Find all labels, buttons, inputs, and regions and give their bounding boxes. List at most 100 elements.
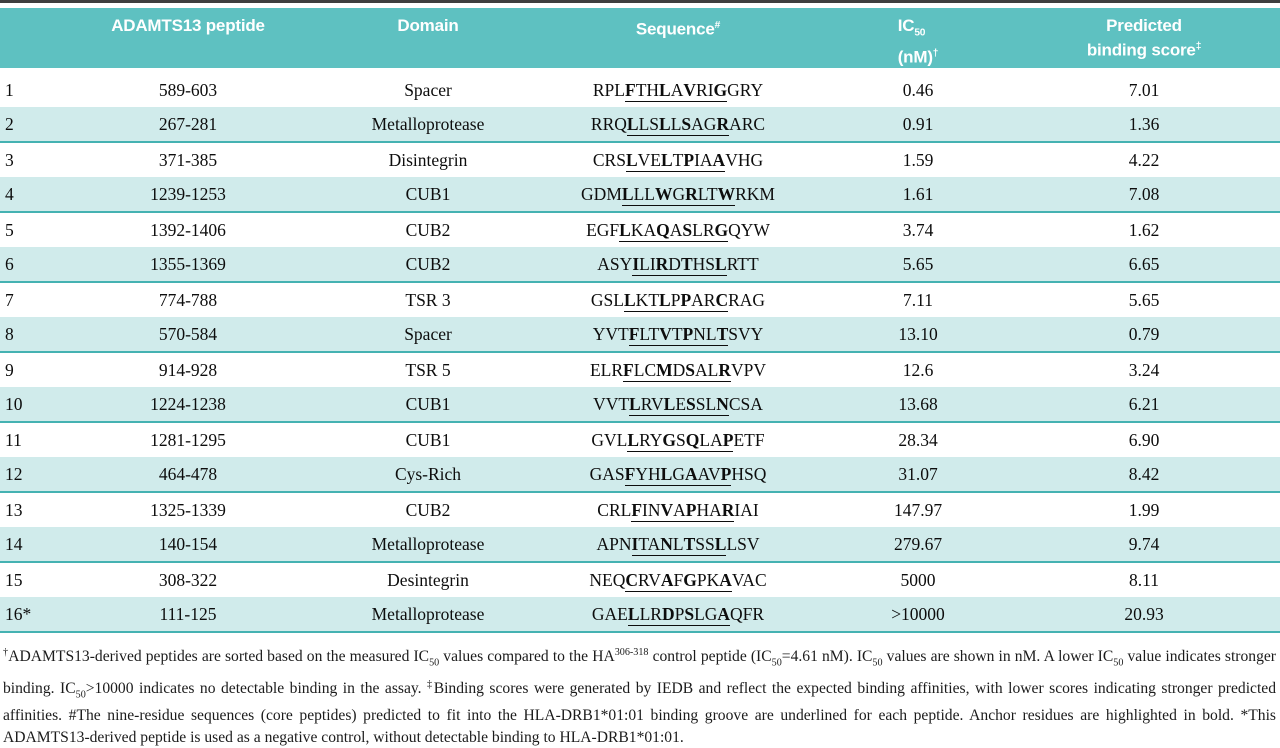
cell-ic50: 1.59 (902, 149, 934, 170)
column-header-ic50: IC50 (nM)† (828, 8, 1008, 74)
cell-peptide-range: 1224-1238 (48, 387, 328, 424)
figure-top-border (0, 0, 1280, 3)
core-peptide-underline: LKAQASLRG (619, 219, 729, 242)
cell-peptide-range: 914-928 (158, 359, 218, 380)
core-peptide-underline: FTHLAVRIG (624, 79, 728, 102)
cell-peptide-number: 12 (0, 457, 48, 494)
cell-peptide-number: 2 (0, 107, 48, 144)
table-row: 9 914-928 TSR 5 ELRFLCMDSALRVPV 12.6 3.24 (0, 352, 1280, 387)
column-header-domain: Domain (328, 8, 528, 74)
cell-ic50: 147.97 (893, 499, 943, 520)
cell-peptide-number: 14 (0, 527, 48, 564)
cell-binding-score: 4.22 (1128, 149, 1160, 170)
cell-sequence: ELRFLCMDSALRVPV (589, 359, 767, 382)
cell-domain: Spacer (404, 79, 452, 100)
cell-sequence: NEQCRVAFGPKAVAC (589, 569, 767, 592)
cell-sequence: GASFYHLGAAVPHSQ (528, 457, 828, 494)
cell-binding-score: 1.62 (1128, 219, 1160, 240)
cell-binding-score: 6.21 (1008, 387, 1280, 424)
cell-domain: CUB2 (328, 247, 528, 284)
table-row: 13 1325-1339 CUB2 CRLFINVAPHARIAI 147.97 1.99 (0, 492, 1280, 527)
cell-ic50: 13.10 (828, 317, 1008, 354)
core-peptide-underline: CRVAFGPKA (625, 569, 732, 592)
cell-ic50: 0.91 (828, 107, 1008, 144)
table-row: 11 1281-1295 CUB1 GVLLRYGSQLAPETF 28.34 6.90 (0, 422, 1280, 457)
cell-binding-score: 7.01 (1128, 79, 1160, 100)
cell-sequence: RRQLLSLLSAGRARC (528, 107, 828, 144)
cell-ic50: 5.65 (828, 247, 1008, 284)
table-row: 14 140-154 Metalloprotease APNITANLTSSLLSV 2… (0, 527, 1280, 564)
cell-binding-score: 1.99 (1128, 499, 1160, 520)
cell-sequence: EGFLKAQASLRGQYW (586, 219, 770, 242)
table-row: 8 570-584 Spacer YVTFLTVTPNLTSVY 13.10 0.79 (0, 317, 1280, 354)
cell-domain: CUB1 (405, 429, 451, 450)
cell-sequence: GSLLKTLPPARCRAG (590, 289, 766, 312)
cell-peptide-number: 15 (5, 569, 23, 590)
cell-domain: Disintegrin (388, 149, 468, 170)
peptide-table: ADAMTS13 peptide Domain Sequence# IC50 (nM)†… (0, 8, 1280, 634)
core-peptide-underline: ILIRDTHSL (632, 253, 727, 276)
cell-sequence: VVTLRVLESSLNCSA (528, 387, 828, 424)
cell-ic50: 0.46 (902, 79, 934, 100)
cell-peptide-number: 5 (5, 219, 14, 240)
cell-sequence: YVTFLTVTPNLTSVY (528, 317, 828, 354)
cell-domain: TSR 5 (405, 359, 451, 380)
cell-peptide-range: 570-584 (48, 317, 328, 354)
cell-domain: Metalloprotease (328, 597, 528, 634)
cell-sequence: RPLFTHLAVRIGGRY (592, 79, 764, 102)
core-peptide-underline: LRVLESSLN (629, 393, 729, 416)
cell-peptide-number: 1 (5, 79, 14, 100)
cell-binding-score: 20.93 (1008, 597, 1280, 634)
cell-ic50: 279.67 (828, 527, 1008, 564)
cell-binding-score: 5.65 (1128, 289, 1160, 310)
cell-domain: CUB2 (405, 219, 451, 240)
cell-binding-score: 8.42 (1008, 457, 1280, 494)
cell-peptide-number: 4 (0, 177, 48, 214)
cell-ic50: >10000 (828, 597, 1008, 634)
cell-binding-score: 3.24 (1128, 359, 1160, 380)
column-header-ic50-text: IC50 (nM)† (897, 16, 939, 68)
cell-peptide-range: 1355-1369 (48, 247, 328, 284)
cell-ic50: 7.11 (903, 289, 933, 310)
cell-binding-score: 9.74 (1008, 527, 1280, 564)
cell-peptide-number: 6 (0, 247, 48, 284)
table-row: 4 1239-1253 CUB1 GDMLLLWGRLTWRKM 1.61 7.08 (0, 177, 1280, 214)
cell-domain: Desintegrin (387, 569, 469, 590)
table-row: 5 1392-1406 CUB2 EGFLKAQASLRGQYW 3.74 1.62 (0, 212, 1280, 247)
cell-peptide-number: 10 (0, 387, 48, 424)
column-header-score: Predicted binding score‡ (1008, 8, 1280, 74)
cell-peptide-number: 8 (0, 317, 48, 354)
core-peptide-underline: LLSLLSAGR (626, 113, 730, 136)
cell-peptide-number: 13 (5, 499, 23, 520)
cell-sequence: CRLFINVAPHARIAI (597, 499, 759, 522)
cell-ic50: 13.68 (828, 387, 1008, 424)
cell-ic50: 5000 (900, 569, 936, 590)
cell-domain: Metalloprotease (328, 107, 528, 144)
table-row: 1 589-603 Spacer RPLFTHLAVRIGGRY 0.46 7.01 (0, 71, 1280, 108)
cell-domain: CUB2 (405, 499, 451, 520)
cell-binding-score: 7.08 (1008, 177, 1280, 214)
cell-binding-score: 1.36 (1008, 107, 1280, 144)
table-row: 16* 111-125 Metalloprotease GAELLRDPSLGAQFR… (0, 597, 1280, 634)
cell-peptide-number: 7 (5, 289, 14, 310)
cell-peptide-range: 140-154 (48, 527, 328, 564)
cell-ic50: 31.07 (828, 457, 1008, 494)
table-header: ADAMTS13 peptide Domain Sequence# IC50 (nM)†… (0, 8, 1280, 74)
core-peptide-underline: FLTVTPNLT (628, 323, 729, 346)
cell-peptide-range: 371-385 (158, 149, 218, 170)
cell-sequence: GVLLRYGSQLAPETF (591, 429, 765, 452)
column-header-peptide: ADAMTS13 peptide (48, 8, 328, 74)
cell-peptide-range: 111-125 (48, 597, 328, 634)
cell-ic50: 3.74 (902, 219, 934, 240)
table-row: 3 371-385 Disintegrin CRSLVELTPIAAVHG 1.59 4.… (0, 142, 1280, 177)
cell-peptide-range: 589-603 (158, 79, 218, 100)
core-peptide-underline: ITANLTSSL (631, 533, 727, 556)
column-header-num (0, 8, 48, 74)
cell-domain: Spacer (328, 317, 528, 354)
cell-sequence: APNITANLTSSLLSV (528, 527, 828, 564)
core-peptide-underline: LVELTPIAA (625, 149, 726, 172)
cell-peptide-range: 1281-1295 (150, 429, 226, 450)
cell-peptide-number: 16* (0, 597, 48, 634)
cell-ic50: 1.61 (828, 177, 1008, 214)
